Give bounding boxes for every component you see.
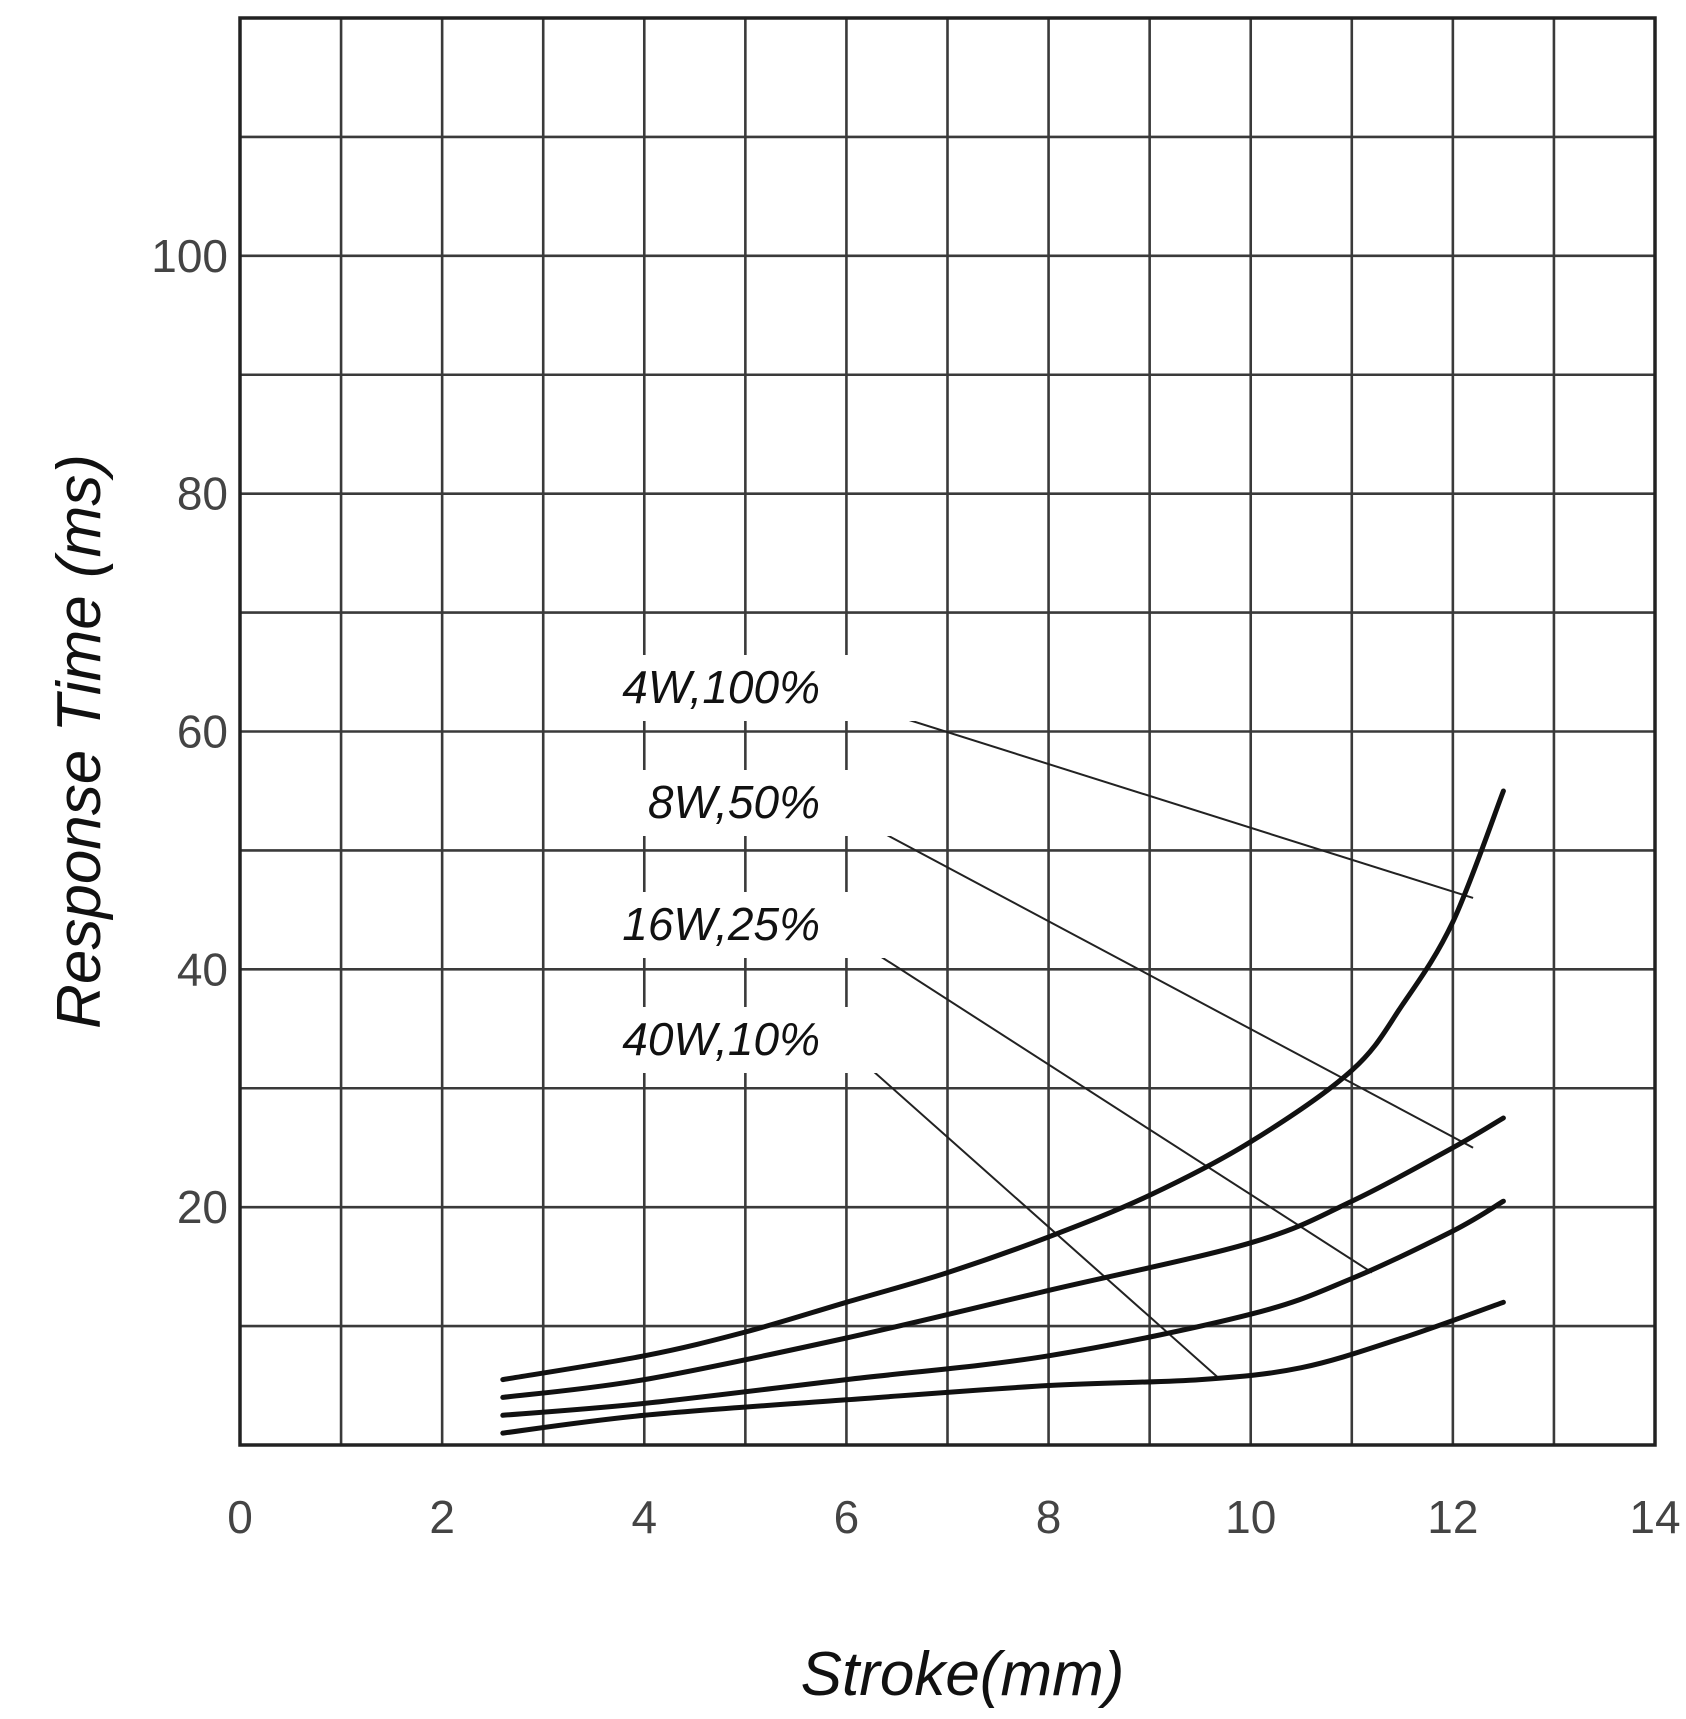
series-label: 40W,10% <box>622 1013 820 1065</box>
leader-line <box>854 1054 1222 1381</box>
series-label-background <box>580 1007 925 1073</box>
series-line <box>500 1299 1506 1436</box>
series-label: 4W,100% <box>622 661 820 713</box>
series-line <box>500 1198 1506 1418</box>
series-label: 8W,50% <box>648 776 820 828</box>
x-axis-title: Stroke(mm) <box>801 1640 1125 1709</box>
series-label-background <box>580 655 925 721</box>
x-tick-label: 12 <box>1427 1491 1478 1543</box>
x-tick-label: 6 <box>834 1491 860 1543</box>
series-line <box>500 788 1506 1383</box>
y-tick-label: 60 <box>177 706 228 758</box>
series-label: 16W,25% <box>622 898 820 950</box>
y-axis-title: Response Time (ms) <box>45 454 114 1029</box>
y-tick-label: 20 <box>177 1181 228 1233</box>
x-axis-tick-labels: 0 2 4 6 8 10 12 14 <box>227 1491 1680 1543</box>
grid-lines <box>240 18 1655 1445</box>
x-tick-label: 10 <box>1225 1491 1276 1543</box>
series-lines <box>500 788 1506 1436</box>
series-labels: 4W,100% 8W,50% 16W,25% 40W,10% <box>580 655 925 1073</box>
x-tick-label: 4 <box>631 1491 657 1543</box>
series-label-background <box>580 892 925 958</box>
series-line <box>500 1115 1506 1400</box>
leader-line <box>854 702 1474 899</box>
y-axis-tick-labels: 20 40 60 80 100 <box>151 230 228 1233</box>
x-tick-label: 8 <box>1036 1491 1062 1543</box>
x-tick-label: 0 <box>227 1491 253 1543</box>
y-tick-label: 100 <box>151 230 228 282</box>
x-tick-label: 14 <box>1629 1491 1680 1543</box>
series-label-background <box>580 770 925 836</box>
y-tick-label: 40 <box>177 943 228 995</box>
leader-line <box>854 939 1373 1274</box>
leader-line <box>854 817 1474 1149</box>
plot-frame <box>238 16 1657 1447</box>
x-tick-label: 2 <box>429 1491 455 1543</box>
y-tick-label: 80 <box>177 468 228 520</box>
label-leader-lines <box>854 702 1474 1381</box>
